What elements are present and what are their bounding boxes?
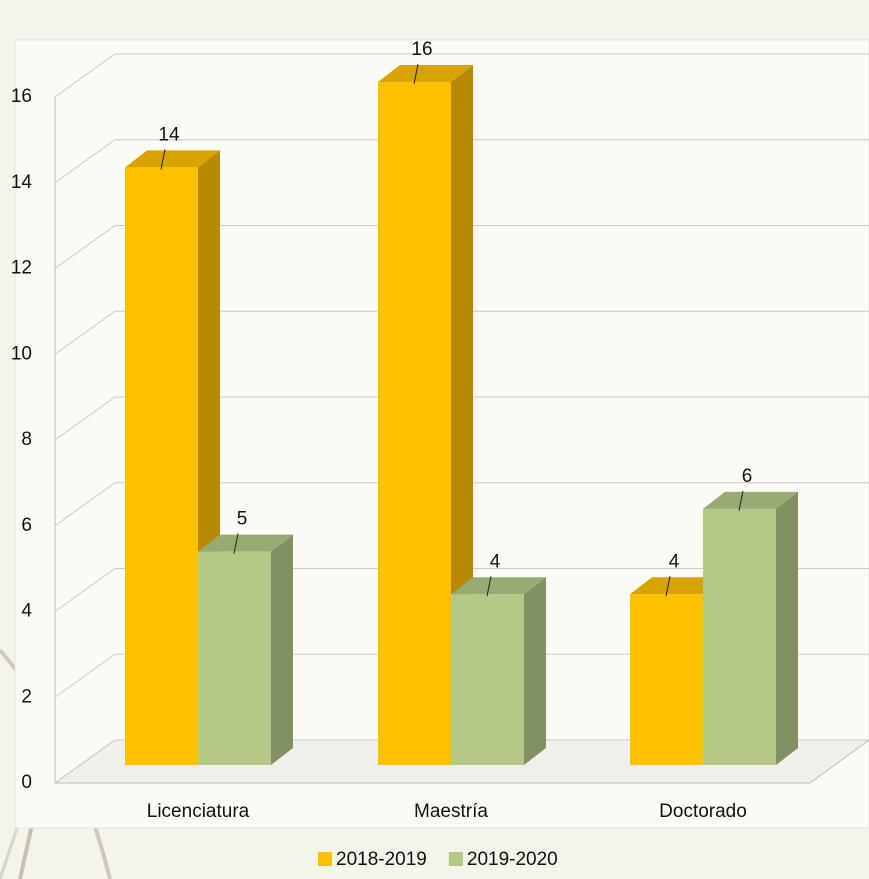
y-tick-label: 12	[11, 258, 32, 279]
grid-line	[54, 139, 869, 184]
bar-face	[524, 577, 546, 765]
label-leader	[486, 576, 492, 597]
bar-face	[198, 551, 271, 765]
x-tick-label: Maestría	[414, 801, 488, 822]
data-label: 5	[237, 509, 248, 530]
bar	[451, 577, 546, 765]
data-label: 4	[490, 551, 501, 572]
grid-line	[54, 310, 869, 355]
y-tick-label: 2	[21, 686, 32, 707]
bar-face	[776, 491, 798, 765]
y-tick-label: 4	[21, 601, 32, 622]
label-leader	[665, 576, 671, 597]
bar	[198, 534, 293, 765]
grid-line	[54, 739, 869, 784]
grid-line	[54, 53, 869, 98]
bar-face	[378, 82, 451, 765]
y-tick-label: 16	[11, 86, 32, 107]
label-leader	[738, 490, 744, 511]
legend-swatch	[318, 852, 332, 866]
legend-swatch	[448, 852, 463, 866]
data-label: 4	[669, 551, 680, 572]
grid-line	[54, 225, 869, 269]
bar	[703, 491, 798, 765]
y-tick-label: 10	[11, 343, 32, 364]
label-leader	[233, 533, 239, 554]
bar-face	[271, 534, 293, 765]
label-leader	[160, 149, 166, 170]
x-tick-label: Licenciatura	[147, 801, 250, 822]
x-tick-label: Doctorado	[659, 801, 747, 822]
label-leader	[413, 63, 419, 85]
bar-face	[451, 594, 524, 765]
bar-face	[125, 167, 198, 765]
data-label: 14	[158, 124, 180, 145]
bar-face	[378, 65, 473, 82]
grid-line	[54, 396, 869, 441]
bar-face	[125, 150, 220, 168]
bar-face	[630, 594, 703, 765]
bar-face	[703, 491, 798, 509]
data-label: 6	[742, 466, 753, 487]
data-label: 16	[411, 39, 432, 60]
grid-line	[54, 482, 869, 527]
legend-label: 2018-2019	[336, 849, 427, 870]
grid-line	[54, 653, 869, 698]
bar-face	[451, 577, 546, 595]
y-tick-label: 6	[21, 515, 32, 536]
grid-line	[54, 568, 869, 612]
y-tick-label: 0	[21, 772, 32, 793]
y-tick-label: 8	[21, 429, 32, 450]
legend-label: 2019-2020	[467, 849, 558, 870]
bar-face	[630, 577, 725, 595]
y-tick-label: 14	[11, 172, 33, 193]
bar-face	[198, 534, 293, 552]
bar-face	[703, 508, 776, 765]
